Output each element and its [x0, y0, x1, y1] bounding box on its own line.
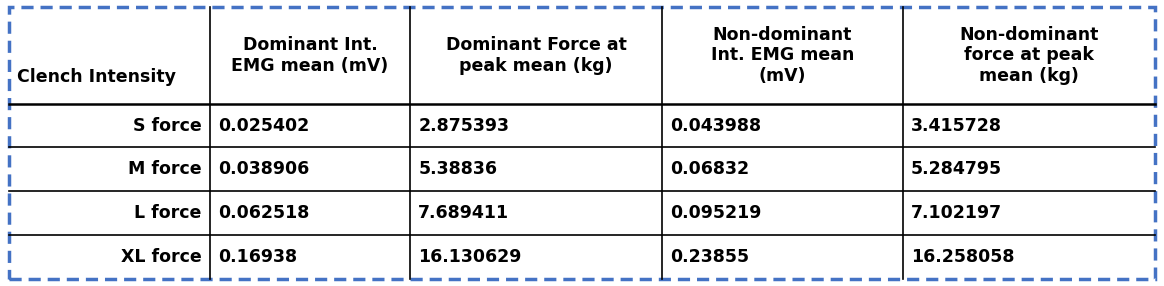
- Text: 0.038906: 0.038906: [218, 160, 310, 178]
- Text: 0.062518: 0.062518: [218, 204, 310, 222]
- Text: 0.025402: 0.025402: [218, 116, 310, 134]
- Text: 0.095219: 0.095219: [670, 204, 761, 222]
- Text: 0.043988: 0.043988: [670, 116, 761, 134]
- Text: S force: S force: [133, 116, 201, 134]
- Text: 16.130629: 16.130629: [418, 248, 521, 266]
- Text: 5.38836: 5.38836: [418, 160, 497, 178]
- Text: 3.415728: 3.415728: [911, 116, 1002, 134]
- Text: Dominant Force at
peak mean (kg): Dominant Force at peak mean (kg): [446, 36, 626, 75]
- Text: 0.06832: 0.06832: [670, 160, 750, 178]
- Text: 0.16938: 0.16938: [218, 248, 297, 266]
- Text: Non-dominant
force at peak
mean (kg): Non-dominant force at peak mean (kg): [959, 25, 1099, 85]
- Text: 2.875393: 2.875393: [418, 116, 510, 134]
- Text: XL force: XL force: [121, 248, 201, 266]
- Text: M force: M force: [128, 160, 201, 178]
- Text: 7.689411: 7.689411: [418, 204, 510, 222]
- Text: 5.284795: 5.284795: [911, 160, 1002, 178]
- Text: 7.102197: 7.102197: [911, 204, 1002, 222]
- Text: Dominant Int.
EMG mean (mV): Dominant Int. EMG mean (mV): [232, 36, 389, 75]
- Text: L force: L force: [134, 204, 201, 222]
- Text: 16.258058: 16.258058: [911, 248, 1014, 266]
- Text: 0.23855: 0.23855: [670, 248, 750, 266]
- Text: Non-dominant
Int. EMG mean
(mV): Non-dominant Int. EMG mean (mV): [711, 25, 854, 85]
- Text: Clench Intensity: Clench Intensity: [17, 68, 177, 86]
